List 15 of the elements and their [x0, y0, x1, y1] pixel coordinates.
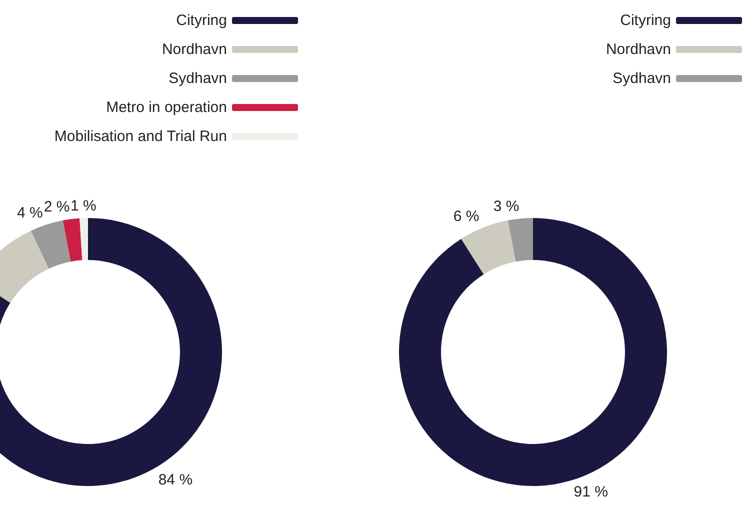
legend-label: Sydhavn	[612, 70, 671, 87]
data-label: 6 %	[453, 208, 480, 225]
data-label: 84 %	[158, 471, 193, 488]
legend-label: Cityring	[176, 12, 227, 29]
data-label: 4 %	[17, 204, 43, 222]
data-label: 2 %	[44, 198, 70, 216]
legend-label: Nordhavn	[606, 41, 671, 58]
data-label: 1 %	[70, 198, 96, 215]
data-label: 3 %	[493, 198, 520, 216]
legend-label: Mobilisation and Trial Run	[54, 128, 227, 145]
legend-label: Sydhavn	[168, 70, 227, 87]
legend-label: Cityring	[620, 12, 671, 29]
data-label: 91 %	[574, 484, 608, 501]
legend-label: Metro in operation	[106, 99, 227, 116]
legend-label: Nordhavn	[162, 41, 227, 58]
